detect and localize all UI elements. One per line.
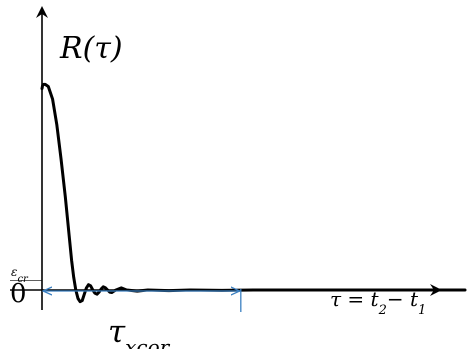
correlation-curve bbox=[40, 82, 467, 304]
x-axis-label: τ = t2− t1 bbox=[330, 287, 426, 318]
origin-label: 0 bbox=[10, 279, 27, 309]
interval-label: τxcor bbox=[108, 314, 171, 349]
y-axis-label: R(τ) bbox=[59, 31, 123, 66]
